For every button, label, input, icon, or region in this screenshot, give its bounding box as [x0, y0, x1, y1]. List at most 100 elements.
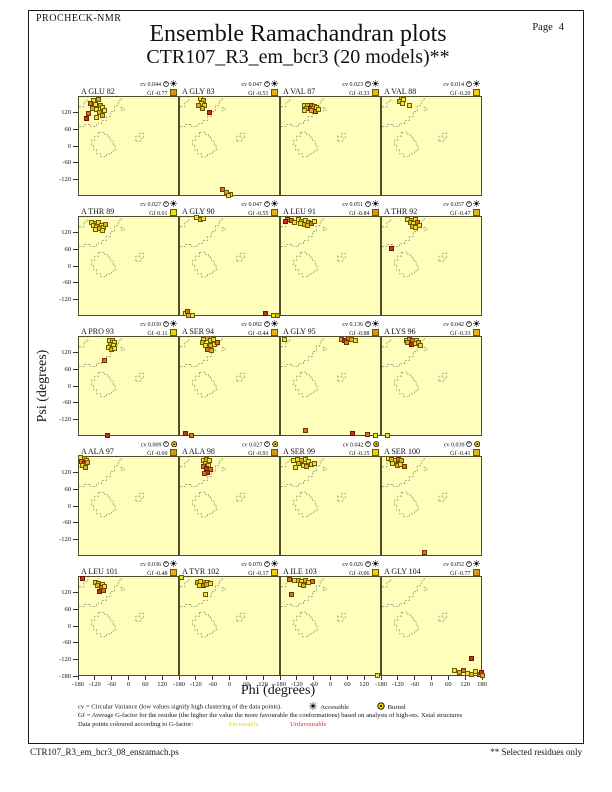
cv-line: cv 0.042 [443, 320, 480, 329]
accessible-icon [372, 320, 379, 327]
data-point [262, 310, 268, 316]
data-point [183, 431, 189, 437]
x-tick [229, 676, 230, 680]
y-tick-label: -120 [59, 655, 71, 663]
x-tick-label: 60 [243, 681, 250, 688]
gf-value: -0.06 [357, 570, 370, 577]
plot-a-leu-91: A LEU 91 cv 0.051 Gf -0.84 [280, 200, 381, 316]
buried-icon [170, 440, 177, 447]
cv-label: cv [140, 202, 146, 208]
cv-value: 0.014 [450, 82, 465, 88]
y-tick [73, 625, 78, 627]
plot-header: A LYS 96 cv 0.042 Gf -0.33 [382, 320, 481, 338]
cv-label: cv [342, 562, 348, 568]
data-point [93, 227, 99, 233]
gf-value: -0.41 [458, 450, 471, 457]
data-point [274, 313, 280, 318]
gf-colour-swatch [473, 328, 480, 336]
data-point [289, 592, 295, 598]
gf-line: Gf -0.51 [241, 88, 278, 98]
residue-label: A ILE 103 [283, 567, 317, 576]
cv-label: cv [241, 562, 247, 568]
residue-label: A LEU 101 [81, 567, 118, 576]
data-point [473, 669, 479, 675]
gf-label: Gf [450, 90, 457, 97]
data-point [200, 215, 206, 221]
y-tick [73, 675, 78, 677]
x-tick-label: 0 [328, 681, 333, 688]
accessible-icon [170, 320, 177, 327]
data-point [417, 343, 423, 349]
plot-header: A THR 92 cv 0.057 Gf -0.47 [382, 200, 481, 218]
plot-a-pro-93: A PRO 93 cv 0.039 Gf -0.11 [78, 320, 179, 438]
clock-icon [162, 81, 169, 87]
x-tick [313, 676, 315, 680]
plot-header: A GLU 82 cv 0.044 Gf -0.77 [79, 80, 178, 97]
y-tick-label: -60 [62, 639, 71, 647]
page-number: Page 4 [532, 22, 564, 33]
data-point [302, 428, 308, 434]
gf-label: Gf [450, 330, 457, 337]
accessible-icon [372, 560, 379, 567]
ramachandran-region-outlines [180, 457, 246, 518]
y-tick [73, 658, 78, 660]
gf-label: Gf [149, 210, 156, 217]
plot-a-thr-92: A THR 92 cv 0.057 Gf -0.47 [381, 200, 482, 316]
plot-a-ala-98: A ALA 98 cv 0.027 Gf -0.91 [179, 440, 280, 556]
x-tick [245, 676, 247, 680]
cv-value: 0.070 [248, 562, 263, 568]
data-point [208, 581, 214, 587]
plot-a-glu-82: A GLU 82 cv 0.044 Gf -0.77 [78, 80, 179, 196]
gf-label: Gf [349, 450, 356, 457]
x-tick-label: 120 [359, 681, 370, 688]
gf-line: Gf -0.55 [241, 208, 278, 218]
x-tick-label: -60 [410, 681, 419, 688]
cv-label: cv [443, 322, 449, 328]
accessible-icon [170, 560, 177, 567]
y-tick [73, 265, 78, 267]
plot-header: A SER 99 cv 0.042 Gf -0.15 [281, 440, 380, 458]
legend-line-colour: Data points coloured according to G-fact… [78, 720, 327, 728]
legend: cv = Circular Variance (low values signi… [78, 702, 570, 729]
x-tick [195, 676, 197, 680]
residue-label: A PRO 93 [81, 327, 114, 336]
accessible-icon [473, 80, 480, 87]
residue-label: A ALA 97 [81, 447, 114, 456]
x-tick-label: 60 [344, 681, 351, 688]
gf-colour-swatch [170, 88, 177, 96]
ramachandran-region-outlines [79, 577, 145, 638]
accessible-icon [271, 80, 278, 87]
cv-line: cv 0.044 [140, 80, 177, 89]
cv-value: 0.047 [248, 202, 263, 208]
footer-filename: CTR107_R3_em_bcr3_08_ensramach.ps [30, 747, 179, 757]
gf-value: -0.47 [458, 210, 471, 217]
clock-icon [162, 321, 169, 327]
buried-icon [271, 440, 278, 447]
y-tick-label: 120 [61, 229, 71, 237]
gf-label: Gf [147, 330, 154, 337]
y-tick-label: 0 [67, 502, 71, 510]
cv-line: cv 0.070 [241, 560, 278, 569]
data-point [469, 672, 475, 677]
gf-colour-swatch [372, 448, 379, 456]
plot-header: A LEU 91 cv 0.051 Gf -0.84 [281, 200, 380, 218]
residue-label: A SER 94 [182, 327, 215, 336]
gf-value: -0.33 [357, 90, 370, 97]
gf-line: Gf -0.84 [342, 208, 379, 218]
y-tick-label: 120 [61, 469, 71, 477]
residue-label: A GLY 90 [182, 207, 215, 216]
gf-line: Gf -0.15 [343, 448, 379, 458]
plot-header: A THR 89 cv 0.027 Gf 0.01 [79, 200, 178, 217]
residue-label: A THR 89 [81, 207, 115, 216]
gf-line: Gf -0.47 [443, 208, 480, 218]
gf-line: Gf -0.33 [443, 328, 480, 338]
y-tick [73, 538, 78, 540]
legend-line-cv: cv = Circular Variance (low values signi… [78, 702, 406, 711]
x-tick [330, 676, 331, 680]
y-tick [73, 522, 78, 524]
gf-line: Gf -0.91 [242, 448, 278, 458]
accessible-icon [309, 702, 318, 710]
y-tick-label: -60 [62, 279, 71, 287]
clock-icon [364, 561, 371, 567]
clock-icon [263, 321, 270, 327]
